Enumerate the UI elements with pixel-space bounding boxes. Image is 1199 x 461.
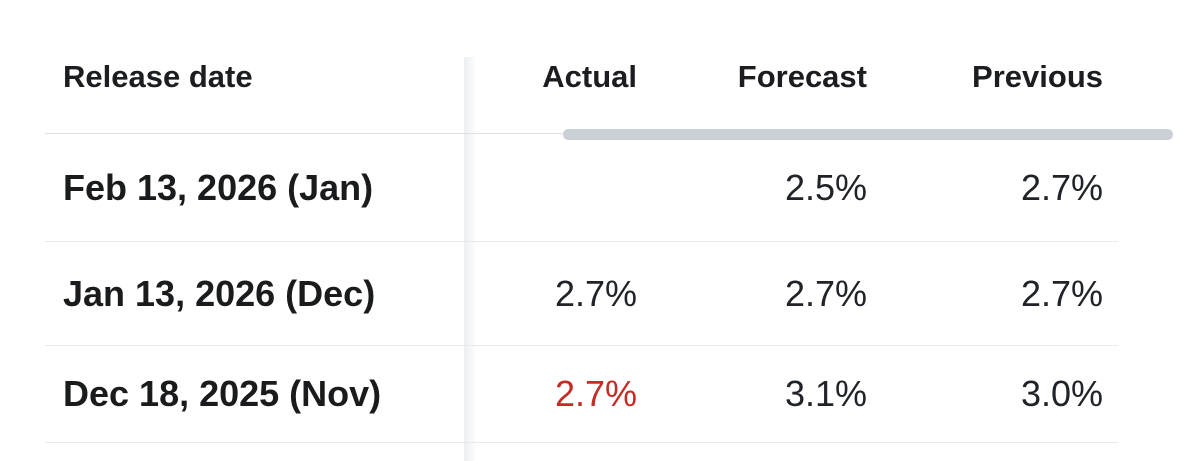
forecast-cell: 2.5% xyxy=(784,166,867,208)
table-row: Feb 13, 2026 (Jan) 2.5% 2.7% xyxy=(45,134,1118,242)
table-row: Dec 18, 2025 (Nov) 2.7% 3.1% 3.0% xyxy=(45,346,1118,443)
release-date-cell: Jan 13, 2026 (Dec) xyxy=(63,272,376,314)
previous-cell: 3.0% xyxy=(1020,373,1103,414)
previous-cell: 2.7% xyxy=(1020,166,1103,208)
forecast-cell: 2.7% xyxy=(784,272,867,314)
horizontal-scrollbar-thumb[interactable] xyxy=(563,129,1173,140)
column-header-release-date: Release date xyxy=(63,59,253,94)
sticky-column-divider xyxy=(464,57,476,461)
column-header-actual: Actual xyxy=(542,59,637,94)
column-header-previous: Previous xyxy=(972,59,1103,94)
column-header-forecast: Forecast xyxy=(737,59,867,94)
header-spacer xyxy=(1103,55,1118,56)
release-date-cell: Feb 13, 2026 (Jan) xyxy=(63,166,374,208)
table-row: Jan 13, 2026 (Dec) 2.7% 2.7% 2.7% xyxy=(45,242,1118,346)
release-date-cell: Dec 18, 2025 (Nov) xyxy=(63,373,382,414)
table-header-row: Release date Actual Forecast Previous xyxy=(45,55,1118,134)
actual-cell: 2.7% xyxy=(554,272,637,314)
actual-cell: 2.7% xyxy=(554,373,637,414)
forecast-cell: 3.1% xyxy=(784,373,867,414)
previous-cell: 2.7% xyxy=(1020,272,1103,314)
